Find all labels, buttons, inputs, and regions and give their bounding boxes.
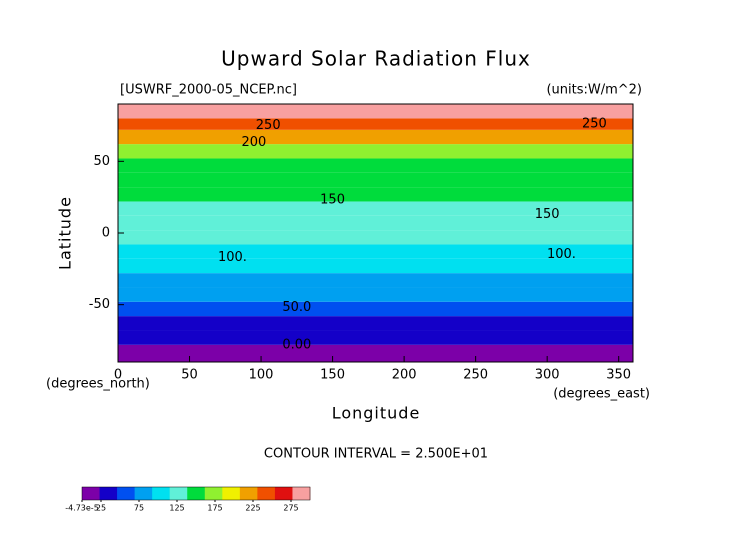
zonal-band	[118, 244, 633, 259]
colorbar-tick-label: 175	[207, 504, 222, 513]
zonal-band	[118, 172, 633, 188]
file-label: [USWRF_2000-05_NCEP.nc]	[120, 83, 297, 98]
x-tick-label: 200	[392, 368, 417, 383]
zonal-band	[118, 316, 633, 331]
contour-label: 50.0	[282, 300, 311, 315]
colorbar-swatch	[222, 487, 241, 500]
colorbar-tick-label: 75	[134, 504, 144, 513]
zonal-band	[118, 215, 633, 231]
colorbar-swatch	[99, 487, 118, 500]
zonal-band	[118, 144, 633, 159]
colorbar-swatch	[82, 487, 101, 500]
colorbar-tick-label: 25	[96, 504, 106, 513]
x-tick-label: 350	[606, 368, 631, 383]
colorbar-swatch	[169, 487, 188, 500]
zonal-band	[118, 201, 633, 216]
zonal-band	[118, 258, 633, 274]
x-tick-label: 0	[114, 368, 122, 383]
colorbar-tick-label: 125	[169, 504, 184, 513]
y-tick-label: 50	[93, 154, 110, 169]
colorbar-swatch	[257, 487, 276, 500]
colorbar-tick-label: 275	[283, 504, 298, 513]
zonal-band	[118, 129, 633, 145]
x-tick-label: 300	[535, 368, 560, 383]
contour-label: 150	[320, 193, 345, 208]
y-tick-label: -50	[89, 297, 110, 312]
units-label: (units:W/m^2)	[546, 83, 642, 98]
zonal-band	[118, 158, 633, 173]
contour-label: 100.	[218, 250, 247, 265]
colorbar-swatch	[274, 487, 293, 500]
y-tick-label: 0	[102, 226, 110, 241]
x-tick-label: 150	[320, 368, 345, 383]
colorbar-swatch	[292, 487, 311, 500]
colorbar-swatch	[134, 487, 153, 500]
colorbar-frame	[81, 486, 311, 501]
chart-title: Upward Solar Radiation Flux	[221, 47, 531, 71]
zonal-band	[118, 287, 633, 302]
colorbar-tick-label: 225	[245, 504, 260, 513]
colorbar-swatch	[239, 487, 258, 500]
zonal-band	[118, 344, 633, 362]
zonal-band	[118, 118, 633, 130]
x-axis-units: (degrees_east)	[553, 387, 650, 402]
zonal-band	[118, 330, 633, 345]
contour-label: 100.	[547, 247, 576, 262]
contour-label: 150	[535, 207, 560, 222]
contour-interval: CONTOUR INTERVAL = 2.500E+01	[264, 447, 488, 462]
x-axis-label: Longitude	[332, 404, 421, 423]
zonal-band	[118, 301, 633, 317]
x-tick-label: 250	[463, 368, 488, 383]
colorbar-swatch	[152, 487, 171, 500]
y-axis-units: (degrees_north)	[46, 377, 150, 392]
colorbar-swatch	[187, 487, 206, 500]
contour-label: 200	[241, 135, 266, 150]
zonal-band	[118, 230, 633, 245]
zonal-band	[118, 187, 633, 202]
colorbar-tick-label: -4.73e-5	[65, 504, 99, 513]
contour-label: 250	[582, 117, 607, 132]
contour-label: 0.00	[282, 337, 311, 352]
contour-label: 250	[256, 118, 281, 133]
y-axis-label: Latitude	[56, 196, 75, 270]
colorbar-swatch	[204, 487, 223, 500]
x-tick-label: 50	[181, 368, 198, 383]
zonal-band	[118, 273, 633, 288]
x-tick-label: 100	[249, 368, 274, 383]
colorbar-swatch	[117, 487, 136, 500]
zonal-band	[118, 104, 633, 119]
